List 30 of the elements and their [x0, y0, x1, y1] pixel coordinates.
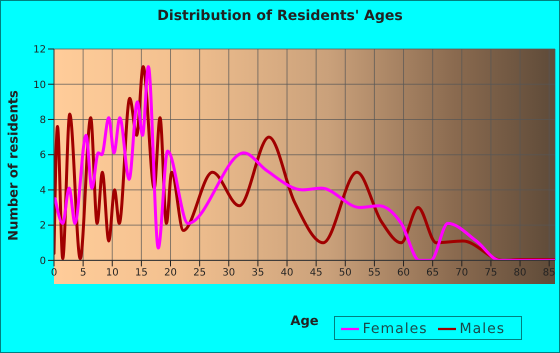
y-tick-label: 2 [40, 220, 46, 232]
legend-label: Males [460, 321, 505, 337]
y-tick-label: 10 [33, 80, 46, 91]
x-tick-label: 55 [368, 267, 381, 278]
x-tick-label: 75 [484, 267, 498, 278]
x-tick-label: 5 [80, 267, 86, 278]
x-tick-label: 70 [455, 267, 468, 278]
x-tick-label: 30 [222, 267, 236, 278]
x-tick-label: 40 [280, 267, 294, 278]
x-tick-label: 60 [397, 267, 410, 278]
x-tick-label: 45 [310, 267, 323, 278]
x-tick-label: 10 [106, 267, 119, 278]
x-tick-label: 0 [50, 267, 58, 278]
x-tick-label: 85 [542, 267, 556, 278]
x-tick-label: 20 [164, 267, 177, 278]
x-tick-label: 15 [135, 267, 148, 278]
legend-label: Females [362, 321, 428, 337]
y-tick-label: 4 [40, 185, 46, 196]
chart-title: Distribution of Residents' Ages [156, 8, 404, 24]
y-tick-label: 8 [40, 115, 46, 126]
y-tick-label: 12 [33, 44, 46, 56]
x-axis-title: Age [290, 314, 319, 329]
x-tick-label: 50 [338, 267, 352, 278]
y-axis-title: Number of residents [6, 88, 22, 242]
x-tick-label: 25 [193, 267, 206, 278]
x-tick-label: 35 [252, 267, 264, 278]
x-tick-label: 80 [514, 267, 526, 278]
y-tick-label: 0 [40, 256, 46, 267]
y-tick-label: 6 [40, 150, 46, 162]
x-tick-label: 65 [426, 267, 440, 278]
